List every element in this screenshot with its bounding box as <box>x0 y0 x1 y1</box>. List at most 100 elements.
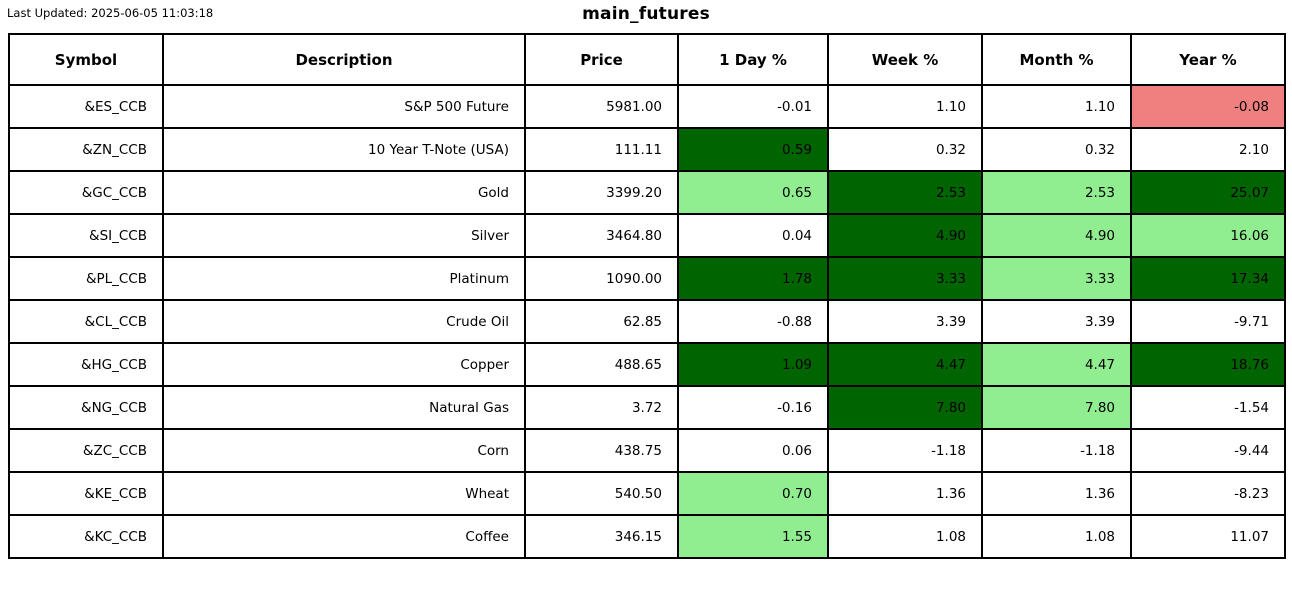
month-cell: 3.33 <box>981 256 1132 301</box>
week-cell: 1.08 <box>827 514 983 559</box>
week-cell: 4.47 <box>827 342 983 387</box>
week-cell: 3.33 <box>827 256 983 301</box>
price-cell: 3464.80 <box>524 213 679 258</box>
day-cell: -0.88 <box>677 299 829 344</box>
year-cell: 17.34 <box>1130 256 1286 301</box>
symbol-cell: &SI_CCB <box>8 213 164 258</box>
day-cell: 0.06 <box>677 428 829 473</box>
month-cell: -1.18 <box>981 428 1132 473</box>
month-cell: 1.10 <box>981 84 1132 129</box>
description-cell: Platinum <box>162 256 526 301</box>
table-row: &SI_CCB Silver 3464.80 0.04 4.90 4.90 16.06 <box>8 213 1286 258</box>
table-row: &PL_CCB Platinum 1090.00 1.78 3.33 3.33 17.34 <box>8 256 1286 301</box>
description-cell: Silver <box>162 213 526 258</box>
day-cell: -0.01 <box>677 84 829 129</box>
year-cell: -1.54 <box>1130 385 1286 430</box>
description-cell: 10 Year T-Note (USA) <box>162 127 526 172</box>
year-cell: -8.23 <box>1130 471 1286 516</box>
month-cell: 7.80 <box>981 385 1132 430</box>
month-cell: 1.36 <box>981 471 1132 516</box>
day-cell: 0.70 <box>677 471 829 516</box>
symbol-cell: &ES_CCB <box>8 84 164 129</box>
table-row: &ES_CCB S&P 500 Future 5981.00 -0.01 1.10 1.1… <box>8 84 1286 129</box>
symbol-cell: &NG_CCB <box>8 385 164 430</box>
column-header-year-pct: Year % <box>1130 33 1286 86</box>
table-row: &GC_CCB Gold 3399.20 0.65 2.53 2.53 25.07 <box>8 170 1286 215</box>
table-row: &KE_CCB Wheat 540.50 0.70 1.36 1.36 -8.23 <box>8 471 1286 516</box>
month-cell: 1.08 <box>981 514 1132 559</box>
symbol-cell: &KE_CCB <box>8 471 164 516</box>
day-cell: 0.04 <box>677 213 829 258</box>
table-row: &ZC_CCB Corn 438.75 0.06 -1.18 -1.18 -9.44 <box>8 428 1286 473</box>
column-header-description: Description <box>162 33 526 86</box>
price-cell: 540.50 <box>524 471 679 516</box>
price-cell: 438.75 <box>524 428 679 473</box>
week-cell: 1.10 <box>827 84 983 129</box>
year-cell: 11.07 <box>1130 514 1286 559</box>
price-cell: 111.11 <box>524 127 679 172</box>
price-cell: 346.15 <box>524 514 679 559</box>
table-row: &ZN_CCB 10 Year T-Note (USA) 111.11 0.59 0.3… <box>8 127 1286 172</box>
year-cell: -0.08 <box>1130 84 1286 129</box>
day-cell: 1.78 <box>677 256 829 301</box>
year-cell: 16.06 <box>1130 213 1286 258</box>
symbol-cell: &GC_CCB <box>8 170 164 215</box>
column-header-week-pct: Week % <box>827 33 983 86</box>
price-cell: 1090.00 <box>524 256 679 301</box>
week-cell: 0.32 <box>827 127 983 172</box>
week-cell: 2.53 <box>827 170 983 215</box>
symbol-cell: &CL_CCB <box>8 299 164 344</box>
month-cell: 3.39 <box>981 299 1132 344</box>
week-cell: 1.36 <box>827 471 983 516</box>
month-cell: 4.90 <box>981 213 1132 258</box>
description-cell: Natural Gas <box>162 385 526 430</box>
month-cell: 4.47 <box>981 342 1132 387</box>
week-cell: 4.90 <box>827 213 983 258</box>
table-row: &CL_CCB Crude Oil 62.85 -0.88 3.39 3.39 -9.71 <box>8 299 1286 344</box>
day-cell: 1.55 <box>677 514 829 559</box>
table-row: &NG_CCB Natural Gas 3.72 -0.16 7.80 7.80 -1.54 <box>8 385 1286 430</box>
month-cell: 0.32 <box>981 127 1132 172</box>
month-cell: 2.53 <box>981 170 1132 215</box>
day-cell: 0.65 <box>677 170 829 215</box>
column-header-price: Price <box>524 33 679 86</box>
description-cell: Gold <box>162 170 526 215</box>
year-cell: 18.76 <box>1130 342 1286 387</box>
header-row: Symbol Description Price 1 Day % Week % … <box>8 33 1286 86</box>
price-cell: 3399.20 <box>524 170 679 215</box>
description-cell: Wheat <box>162 471 526 516</box>
column-header-1day-pct: 1 Day % <box>677 33 829 86</box>
year-cell: 25.07 <box>1130 170 1286 215</box>
symbol-cell: &HG_CCB <box>8 342 164 387</box>
day-cell: -0.16 <box>677 385 829 430</box>
price-cell: 5981.00 <box>524 84 679 129</box>
price-cell: 488.65 <box>524 342 679 387</box>
table-row: &HG_CCB Copper 488.65 1.09 4.47 4.47 18.76 <box>8 342 1286 387</box>
year-cell: 2.10 <box>1130 127 1286 172</box>
description-cell: Copper <box>162 342 526 387</box>
description-cell: Coffee <box>162 514 526 559</box>
table-body: &ES_CCB S&P 500 Future 5981.00 -0.01 1.10 1.1… <box>8 84 1286 559</box>
description-cell: Corn <box>162 428 526 473</box>
year-cell: -9.71 <box>1130 299 1286 344</box>
last-updated-timestamp: Last Updated: 2025-06-05 11:03:18 <box>7 6 214 20</box>
column-header-month-pct: Month % <box>981 33 1132 86</box>
day-cell: 1.09 <box>677 342 829 387</box>
year-cell: -9.44 <box>1130 428 1286 473</box>
day-cell: 0.59 <box>677 127 829 172</box>
symbol-cell: &ZC_CCB <box>8 428 164 473</box>
symbol-cell: &KC_CCB <box>8 514 164 559</box>
column-header-symbol: Symbol <box>8 33 164 86</box>
price-cell: 62.85 <box>524 299 679 344</box>
table-row: &KC_CCB Coffee 346.15 1.55 1.08 1.08 11.07 <box>8 514 1286 559</box>
futures-table: Symbol Description Price 1 Day % Week % … <box>8 33 1286 559</box>
page-title: main_futures <box>582 4 710 24</box>
description-cell: Crude Oil <box>162 299 526 344</box>
price-cell: 3.72 <box>524 385 679 430</box>
symbol-cell: &ZN_CCB <box>8 127 164 172</box>
symbol-cell: &PL_CCB <box>8 256 164 301</box>
description-cell: S&P 500 Future <box>162 84 526 129</box>
week-cell: 3.39 <box>827 299 983 344</box>
week-cell: 7.80 <box>827 385 983 430</box>
